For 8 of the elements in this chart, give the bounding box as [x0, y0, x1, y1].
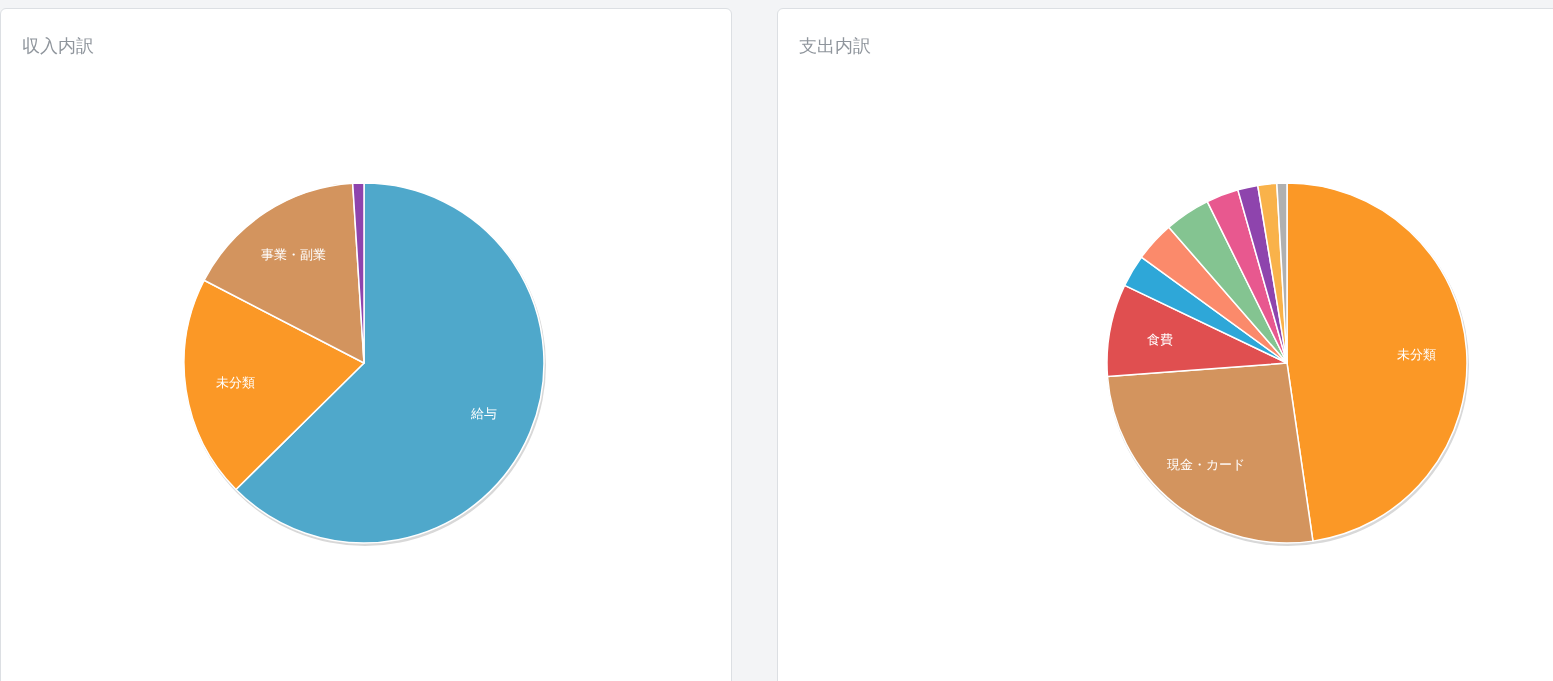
- slice-label: 現金・カード: [1166, 457, 1245, 473]
- slice-label: 食費: [1146, 332, 1173, 348]
- chart-title: 収入内訳: [22, 34, 94, 58]
- slice-label: 給与: [469, 405, 497, 421]
- slice-label: 未分類: [1396, 346, 1436, 362]
- slice-label: 事業・副業: [260, 247, 326, 263]
- slice-label: 未分類: [216, 375, 256, 391]
- text: 支出内訳: [799, 34, 871, 58]
